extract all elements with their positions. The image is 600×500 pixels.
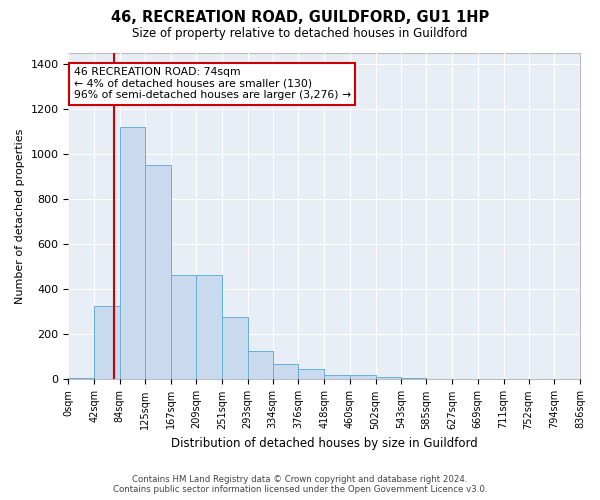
Bar <box>170 274 196 380</box>
Text: Contains HM Land Registry data © Crown copyright and database right 2024.
Contai: Contains HM Land Registry data © Crown c… <box>113 474 487 494</box>
Bar <box>120 127 145 380</box>
Text: 46, RECREATION ROAD, GUILDFORD, GU1 1HP: 46, RECREATION ROAD, GUILDFORD, GU1 1HP <box>111 10 489 25</box>
Bar <box>298 370 324 380</box>
Bar <box>401 378 427 380</box>
Bar <box>324 375 350 380</box>
Bar <box>248 352 273 380</box>
Bar <box>376 377 401 380</box>
Text: Size of property relative to detached houses in Guildford: Size of property relative to detached ho… <box>132 28 468 40</box>
Bar <box>94 306 120 380</box>
Bar <box>68 378 94 380</box>
Y-axis label: Number of detached properties: Number of detached properties <box>15 128 25 304</box>
Bar <box>350 376 376 380</box>
Bar <box>273 364 298 380</box>
X-axis label: Distribution of detached houses by size in Guildford: Distribution of detached houses by size … <box>171 437 478 450</box>
Bar <box>222 318 248 380</box>
Bar <box>196 274 222 380</box>
Text: 46 RECREATION ROAD: 74sqm
← 4% of detached houses are smaller (130)
96% of semi-: 46 RECREATION ROAD: 74sqm ← 4% of detach… <box>74 67 350 100</box>
Bar <box>145 165 170 380</box>
